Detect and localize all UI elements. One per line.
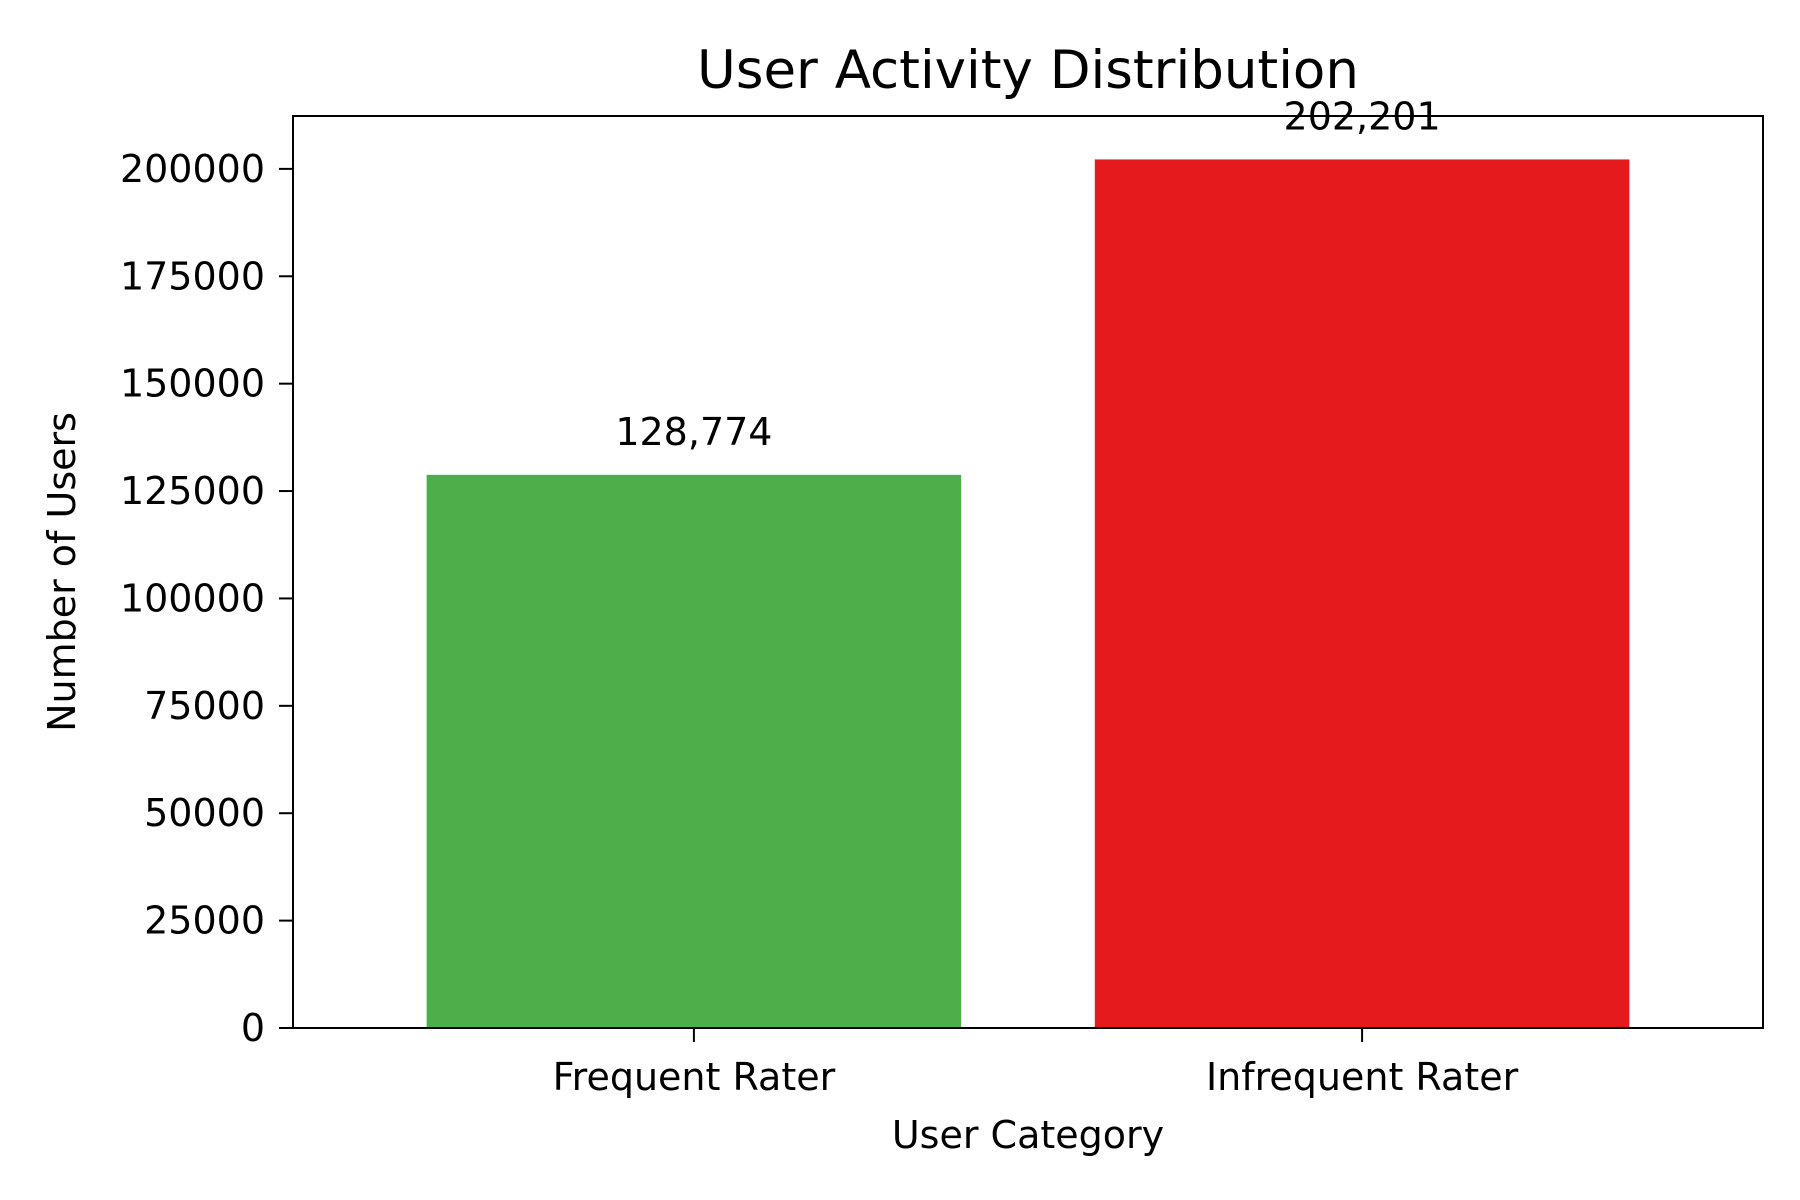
- data-label: 128,774: [615, 410, 772, 454]
- y-tick-label: 150000: [120, 362, 265, 406]
- chart-title: User Activity Distribution: [697, 40, 1359, 101]
- y-axis: 0 25000 50000 75000 100000 125000 150000 175000…: [120, 147, 293, 1050]
- y-tick-label: 200000: [120, 147, 265, 191]
- y-tick-label: 125000: [120, 469, 265, 513]
- y-tick-label: 75000: [144, 684, 265, 728]
- y-tick-label: 50000: [144, 791, 265, 835]
- bar-infrequent-rater: [1094, 159, 1630, 1029]
- x-axis-title: User Category: [892, 1113, 1164, 1157]
- x-tick-label: Infrequent Rater: [1206, 1055, 1519, 1099]
- x-axis: Frequent Rater Infrequent Rater: [553, 1028, 1519, 1099]
- y-tick-label: 100000: [120, 576, 265, 620]
- y-tick-label: 25000: [144, 899, 265, 943]
- y-tick-label: 175000: [120, 254, 265, 298]
- y-axis-title: Number of Users: [40, 412, 84, 732]
- x-tick-label: Frequent Rater: [553, 1055, 836, 1099]
- y-tick-label: 0: [241, 1006, 265, 1050]
- bars-layer: [426, 159, 1630, 1029]
- bar-frequent-rater: [426, 474, 962, 1028]
- plot-frame: [292, 115, 1764, 1029]
